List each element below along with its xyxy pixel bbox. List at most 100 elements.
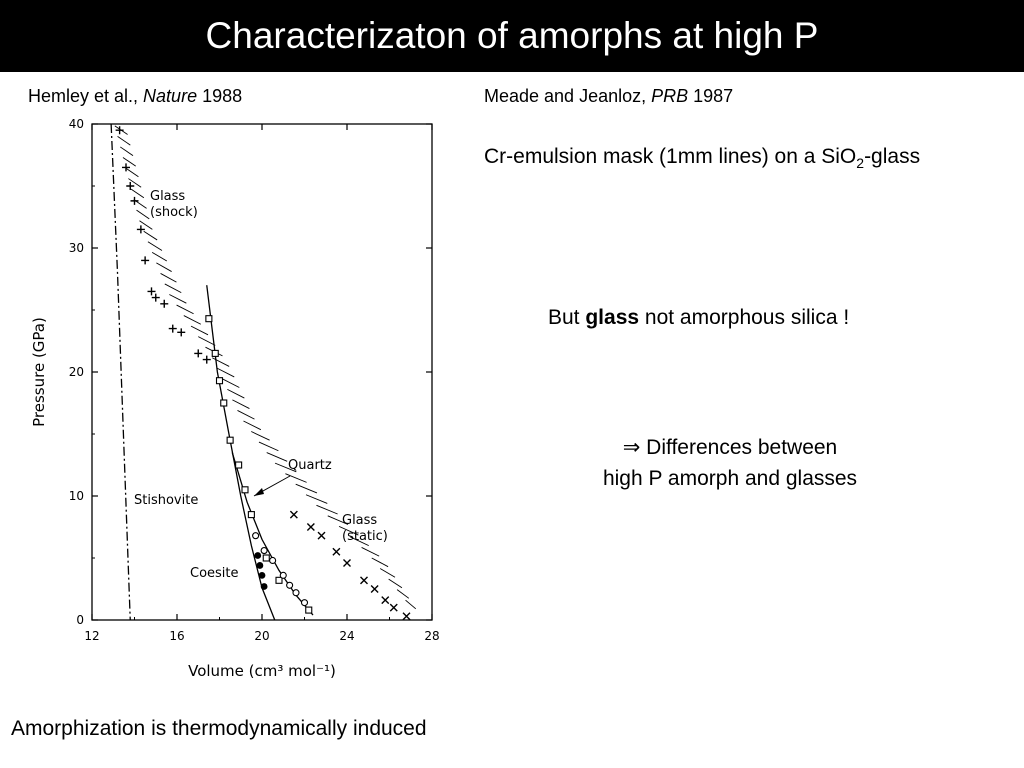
y-tick-label-3: 30 [69,241,84,255]
differences-line1-text: Differences between [640,436,838,459]
citation-left: Hemley et al., Nature 1988 [28,86,242,107]
point-quartz-0 [205,315,213,323]
glass-note-pre: But [548,306,586,329]
hatch-line [388,578,403,589]
hatch-line [147,241,163,251]
x-tick-label-3: 24 [339,629,354,643]
point-glass-shock-9 [168,324,177,333]
point-coesite-0 [254,552,262,559]
citation-left-authors: Hemley et al., [28,86,144,106]
hatch-line [338,525,359,536]
plot-frame [91,123,433,621]
hatch-line [136,209,150,220]
point-glass-shock-4 [136,225,145,234]
hatch-line [117,136,131,146]
annotation-coesite: Coesite [190,566,239,581]
hatch-line [305,494,328,504]
point-glass-shock-10 [177,328,186,337]
point-glass-static-8 [389,603,398,612]
point-glass-shock-6 [147,287,156,296]
point-glass-shock-1 [122,163,130,172]
y-axis-label: Pressure (GPa) [30,317,48,427]
y-tick-label-0: 0 [76,613,84,627]
hatch-line [183,315,202,325]
glass-note: But glass not amorphous silica ! [548,306,849,330]
mask-text-pre: Cr-emulsion mask (1mm lines) on a SiO [484,145,857,168]
point-glass-shock-8 [160,299,169,308]
curve-layer [110,124,314,620]
point-coesite-3 [260,583,268,590]
x-tick-label-4: 28 [424,629,439,643]
hatch-line [143,230,158,241]
annotation-glass-static-1: Glass [342,513,377,528]
point-glass-shock-2 [126,182,135,190]
citation-right: Meade and Jeanloz, PRB 1987 [484,86,733,107]
hatch-line [396,589,410,599]
tick-layer: 12 16 20 24 28 0 10 20 30 40 [69,117,440,643]
hatch-line [211,357,230,367]
hatch-line [190,325,209,336]
hatch-line [164,283,182,294]
hatch-line [120,146,134,156]
x-tick-label-2: 20 [254,629,269,643]
slide-title: Characterizaton of amorphs at high P [205,15,819,56]
point-glass-static-4 [343,558,351,567]
hatch-line [125,167,139,178]
hatch-line [379,568,396,578]
hatch-line [122,157,136,167]
y-tick-label-1: 10 [69,489,84,503]
point-glass-static-6 [370,585,379,593]
differences-note: ⇒ Differences between high P amorph and … [540,432,920,494]
pressure-volume-chart: 12 16 20 24 28 0 10 20 30 40 Volume (cm³ mol⁻¹) P… [30,117,440,680]
glass-hatch-band [114,125,417,610]
point-layer [115,126,411,621]
point-quartz-1 [211,349,219,357]
annotation-glass-shock-1: Glass [150,189,185,204]
point-quartz-open-circles-4 [286,581,294,589]
point-glass-shock-7 [151,293,160,302]
glass-note-bold: glass [585,306,640,329]
point-glass-static-1 [306,523,315,531]
point-glass-static-0 [289,510,298,519]
hatch-line [156,262,172,272]
hatch-line [361,547,380,557]
hatch-line [251,431,270,441]
point-quartz-open-circles-0 [252,532,260,540]
point-glass-shock-5 [141,256,150,265]
point-glass-shock-11 [194,349,203,358]
annotation-quartz: Quartz [288,458,332,473]
point-quartz-4 [226,436,234,444]
hatch-line [371,557,389,568]
point-quartz-7 [247,511,255,519]
point-quartz-3 [220,399,228,407]
point-glass-shock-3 [130,196,139,205]
hatch-line [176,304,194,315]
y-tick-label-2: 20 [69,365,84,379]
point-quartz-9 [275,576,283,584]
hatch-line [350,536,369,547]
hatch-line [243,420,262,431]
x-tick-label-0: 12 [84,629,99,643]
point-glass-static-7 [381,596,390,605]
hatch-line [316,504,338,515]
x-axis-label: Volume (cm³ mol⁻¹) [188,662,336,680]
point-glass-static-5 [360,576,368,585]
citation-left-journal: Nature [143,86,198,106]
hatch-line [217,367,235,378]
glass-note-post: not amorphous silica ! [639,306,850,329]
hatch-line [274,462,297,473]
hatch-line [227,388,245,399]
point-coesite-2 [258,571,266,579]
point-quartz-10 [305,606,313,614]
hatch-line [160,273,177,283]
citation-left-year: 1988 [197,86,243,106]
annotation-glass-static-2: (static) [342,529,388,544]
point-quartz-open-circles-6 [300,599,309,607]
point-quartz-2 [215,377,224,385]
hatch-line [130,188,145,199]
hatch-line [237,410,255,420]
point-glass-static-3 [332,547,341,556]
x-tick-label-1: 16 [169,629,184,643]
point-quartz-8 [262,554,270,562]
hatch-line [327,515,349,525]
